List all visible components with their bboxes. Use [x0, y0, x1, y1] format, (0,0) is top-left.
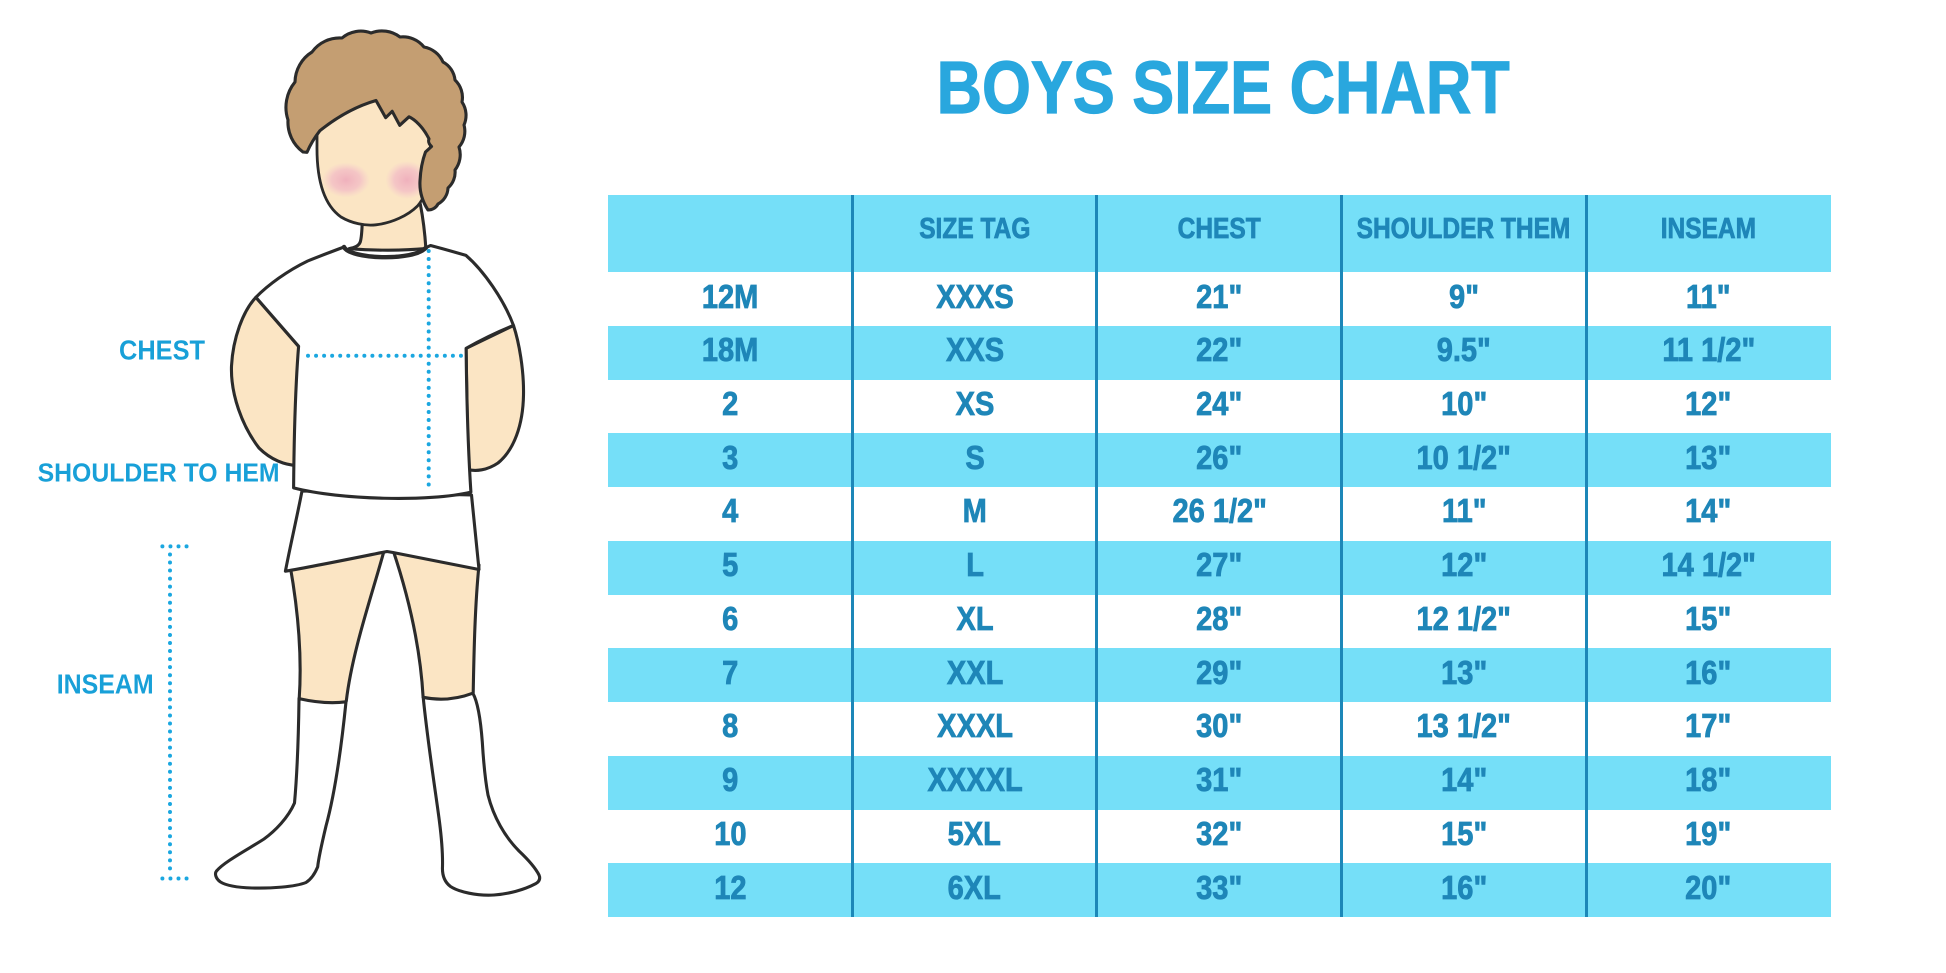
- svg-text:CHEST: CHEST: [119, 335, 205, 366]
- svg-text:SHOULDER TO HEM: SHOULDER TO HEM: [38, 458, 280, 488]
- svg-text:INSEAM: INSEAM: [57, 669, 154, 700]
